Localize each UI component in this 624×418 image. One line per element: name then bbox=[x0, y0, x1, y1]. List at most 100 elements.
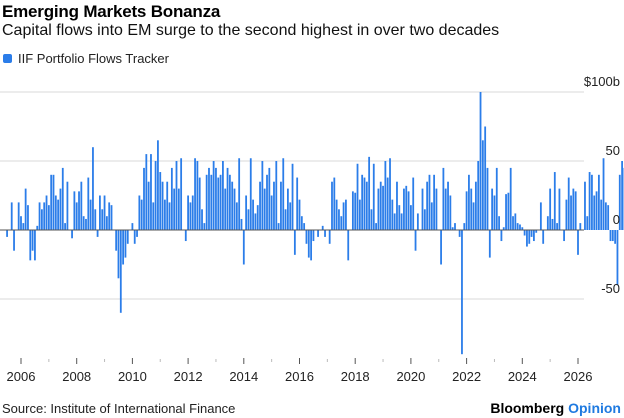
bar bbox=[78, 191, 80, 230]
bar bbox=[377, 188, 380, 230]
bar bbox=[379, 181, 382, 230]
bar bbox=[196, 161, 199, 230]
bar bbox=[293, 230, 296, 255]
x-tick-label: 2022 bbox=[452, 369, 481, 384]
bar bbox=[435, 188, 438, 230]
bar bbox=[126, 230, 129, 244]
bar bbox=[591, 174, 593, 230]
bar bbox=[614, 230, 617, 244]
bar bbox=[80, 181, 83, 230]
bar bbox=[389, 158, 391, 230]
bar bbox=[105, 216, 108, 230]
gridlines bbox=[0, 91, 584, 300]
bar bbox=[563, 230, 565, 242]
bar bbox=[191, 195, 194, 230]
bar bbox=[300, 216, 303, 230]
bar bbox=[423, 209, 426, 230]
bar bbox=[27, 205, 29, 230]
bar bbox=[145, 154, 148, 230]
bar bbox=[586, 216, 589, 230]
bar bbox=[509, 167, 512, 230]
bar bbox=[66, 181, 69, 230]
bar bbox=[407, 191, 410, 230]
chart-title: Emerging Markets Bonanza bbox=[2, 2, 221, 21]
bar bbox=[584, 181, 586, 230]
bar bbox=[317, 230, 319, 237]
bar bbox=[493, 195, 496, 230]
bar bbox=[103, 195, 106, 230]
bar bbox=[472, 202, 475, 230]
x-tick-label: 2012 bbox=[174, 369, 203, 384]
bar bbox=[621, 161, 623, 230]
bar bbox=[533, 230, 535, 242]
bar bbox=[602, 158, 605, 230]
bar bbox=[600, 199, 603, 230]
bar bbox=[363, 177, 366, 230]
y-tick-label: 0 bbox=[613, 212, 620, 227]
bar bbox=[375, 223, 377, 230]
bar bbox=[38, 202, 41, 230]
bar bbox=[616, 230, 619, 286]
bar bbox=[133, 230, 136, 244]
bar bbox=[189, 202, 192, 230]
bar bbox=[442, 167, 445, 230]
bar bbox=[570, 195, 572, 230]
bar bbox=[342, 202, 345, 230]
bar bbox=[136, 230, 138, 237]
bar bbox=[82, 216, 85, 230]
bar bbox=[468, 174, 470, 230]
chart-subtitle: Capital flows into EM surge to the secon… bbox=[2, 22, 500, 39]
bar bbox=[528, 230, 531, 244]
bar bbox=[579, 223, 582, 230]
bar bbox=[6, 230, 8, 237]
bar bbox=[572, 188, 575, 230]
bar bbox=[138, 195, 141, 230]
bar bbox=[514, 213, 517, 230]
bar bbox=[347, 230, 350, 261]
bar bbox=[159, 172, 162, 230]
bar bbox=[451, 227, 454, 230]
bar bbox=[523, 230, 526, 236]
bar bbox=[170, 167, 173, 230]
bar bbox=[558, 188, 561, 230]
bar bbox=[356, 163, 359, 230]
bar bbox=[205, 174, 208, 230]
bar bbox=[228, 174, 231, 230]
legend: IIF Portfolio Flows Tracker bbox=[3, 51, 169, 66]
bar bbox=[96, 230, 99, 237]
bar bbox=[384, 161, 387, 230]
legend-label: IIF Portfolio Flows Tracker bbox=[18, 51, 169, 66]
bar bbox=[235, 202, 238, 230]
bar bbox=[430, 202, 433, 230]
bar bbox=[22, 223, 25, 230]
bar bbox=[361, 174, 364, 230]
bar bbox=[24, 188, 27, 230]
bar bbox=[303, 223, 306, 230]
bar bbox=[345, 199, 347, 230]
x-tick-label: 2010 bbox=[118, 369, 147, 384]
bar bbox=[143, 167, 145, 230]
bar bbox=[140, 199, 143, 230]
bar bbox=[588, 172, 591, 230]
bar bbox=[498, 216, 500, 230]
bar bbox=[546, 216, 549, 230]
bar bbox=[403, 188, 405, 230]
bar bbox=[305, 230, 308, 244]
bar bbox=[310, 230, 313, 261]
bar bbox=[57, 199, 60, 230]
y-tick-label: -50 bbox=[601, 281, 620, 296]
bar bbox=[465, 191, 468, 230]
bar bbox=[252, 199, 254, 230]
bar bbox=[530, 230, 533, 237]
bar bbox=[238, 158, 241, 230]
x-tick-label: 2014 bbox=[229, 369, 258, 384]
legend-swatch bbox=[3, 54, 12, 63]
bar bbox=[47, 205, 50, 230]
x-tick-label: 2020 bbox=[396, 369, 425, 384]
bar bbox=[607, 205, 610, 230]
bar bbox=[553, 172, 556, 230]
bar bbox=[507, 192, 510, 230]
bar bbox=[335, 199, 338, 230]
bar bbox=[479, 92, 482, 230]
